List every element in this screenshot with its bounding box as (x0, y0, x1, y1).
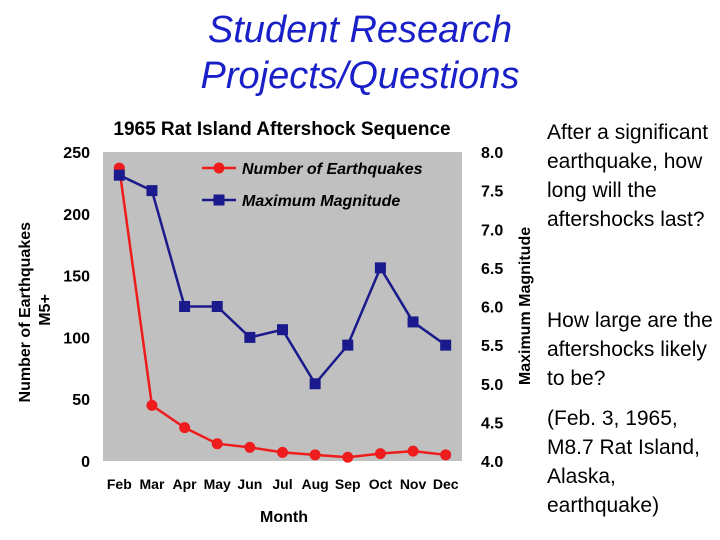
left-tick-label: 100 (63, 330, 90, 347)
data-point (211, 438, 223, 450)
chart-title: 1965 Rat Island Aftershock Sequence (113, 119, 450, 140)
question-aftershock-size: How large are the aftershocks likely to … (547, 309, 713, 390)
x-axis-label: Month (260, 509, 308, 526)
x-tick-label: Sep (335, 476, 361, 492)
data-point (244, 441, 256, 453)
x-tick-label: Mar (140, 476, 165, 492)
left-tick-label: 250 (63, 145, 90, 162)
right-tick-label: 5.0 (481, 377, 503, 394)
left-axis-ticks: 0 50 100 150 200 250 (63, 145, 90, 471)
data-point (277, 324, 288, 336)
x-tick-label: Dec (433, 476, 459, 492)
earthquake-note: (Feb. 3, 1965, M8.7 Rat Island, Alaska, … (547, 407, 700, 517)
right-tick-label: 6.0 (481, 300, 503, 317)
data-point (440, 339, 452, 351)
left-tick-label: 50 (72, 392, 90, 409)
legend-marker (213, 162, 225, 174)
left-tick-label: 150 (63, 269, 90, 286)
slide-title-line-2: Projects/Questions (200, 55, 520, 97)
data-point (244, 331, 256, 343)
data-point (211, 301, 223, 312)
right-tick-label: 7.5 (481, 184, 503, 201)
x-tick-label: Aug (302, 476, 329, 492)
data-point (179, 301, 191, 312)
right-axis-label: Maximum Magnitude (517, 227, 534, 385)
left-tick-label: 200 (63, 207, 90, 224)
x-tick-label: Oct (369, 476, 393, 492)
x-tick-label: Feb (107, 476, 132, 492)
data-point (342, 451, 354, 463)
plot-area (103, 152, 462, 461)
data-point (407, 316, 419, 328)
x-tick-label: Jun (237, 476, 262, 492)
x-tick-label: Jul (272, 476, 292, 492)
left-tick-label: 0 (81, 454, 90, 471)
legend-label: Number of Earthquakes (242, 161, 423, 178)
left-axis-label-line-2: M5+ (37, 294, 54, 326)
x-tick-label: May (204, 476, 231, 492)
right-tick-label: 8.0 (481, 145, 503, 162)
left-axis-label: Number of Earthquakes M5+ (17, 218, 54, 403)
data-point (407, 445, 419, 457)
chart-legend: Number of Earthquakes Maximum Magnitude (202, 161, 423, 210)
x-axis-ticks: Feb Mar Apr May Jun Jul Aug Sep Oct Nov Dec (107, 476, 459, 492)
data-point (146, 185, 158, 197)
data-point (113, 169, 125, 181)
right-tick-label: 5.5 (481, 338, 503, 355)
right-tick-label: 4.5 (481, 415, 503, 432)
right-tick-label: 4.0 (481, 454, 503, 471)
right-tick-label: 7.0 (481, 222, 503, 239)
legend-label: Maximum Magnitude (242, 193, 400, 210)
data-point (342, 339, 354, 351)
right-axis-ticks: 4.0 4.5 5.0 5.5 6.0 6.5 7.0 7.5 8.0 (481, 145, 503, 471)
x-tick-label: Nov (400, 476, 427, 492)
data-point (374, 262, 386, 274)
legend-marker (213, 194, 225, 206)
left-axis-label-line-1: Number of Earthquakes (17, 222, 34, 403)
data-point (277, 446, 288, 458)
data-point (309, 378, 321, 390)
slide-title-line-1: Student Research (207, 9, 513, 51)
series-layer (113, 162, 452, 463)
data-point (440, 449, 452, 461)
right-tick-label: 6.5 (481, 261, 503, 278)
question-aftershock-duration: After a significant earthquake, how long… (547, 121, 709, 231)
x-tick-label: Apr (173, 476, 198, 492)
data-point (374, 448, 386, 460)
data-point (146, 399, 158, 411)
aftershock-chart: 1965 Rat Island Aftershock Sequence 0 50 1… (17, 119, 534, 526)
data-point (309, 449, 321, 461)
data-point (179, 422, 191, 434)
